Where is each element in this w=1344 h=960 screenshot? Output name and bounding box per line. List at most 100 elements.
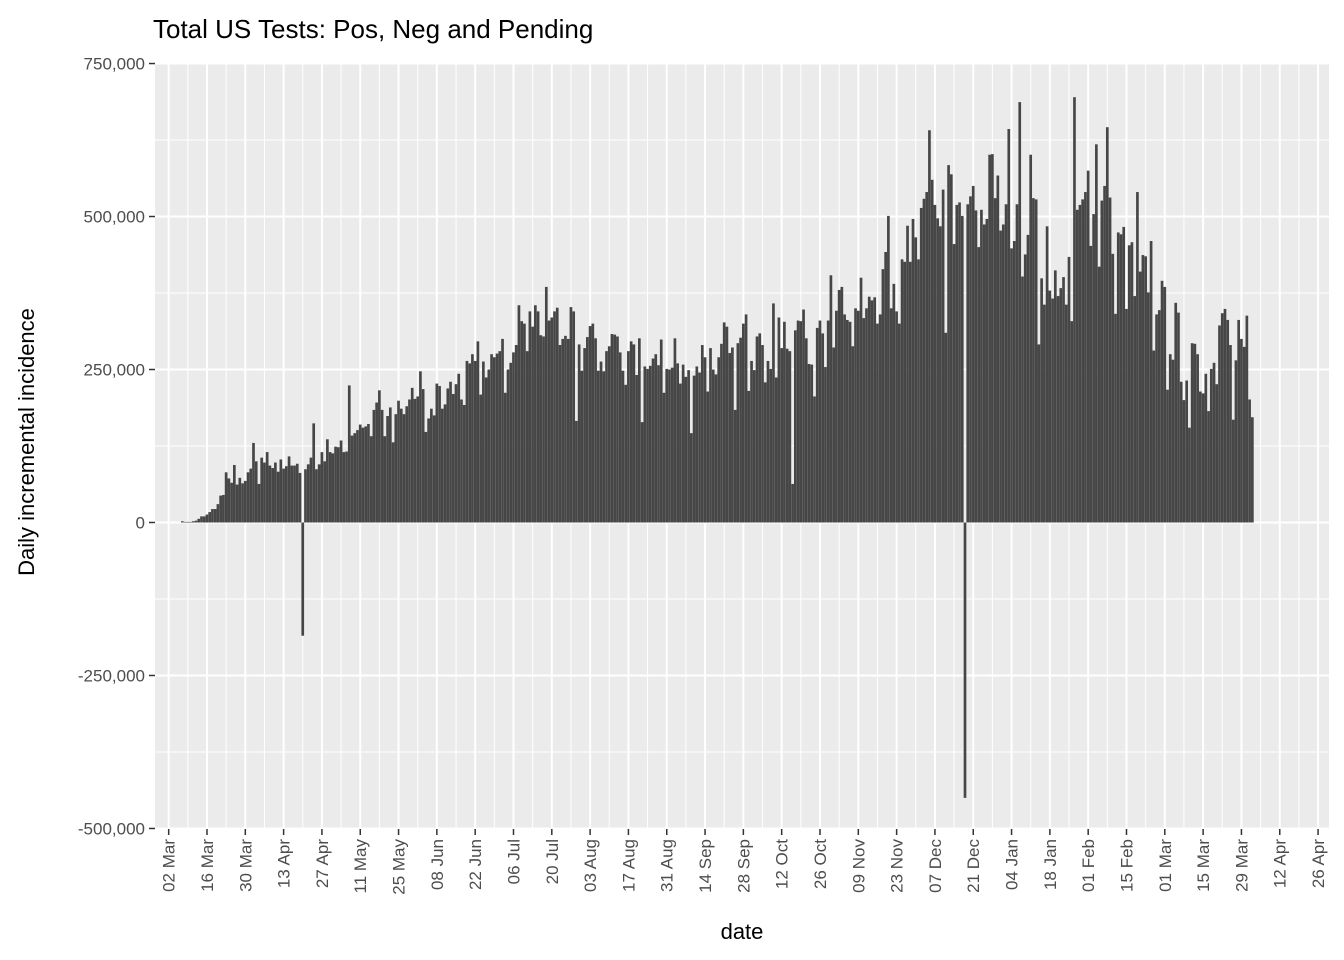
- bar: [1018, 102, 1022, 523]
- bar: [462, 404, 466, 523]
- bar: [599, 361, 603, 523]
- bar: [227, 478, 231, 523]
- bar: [528, 311, 532, 523]
- bar: [539, 335, 543, 523]
- bar: [241, 483, 244, 523]
- bar: [1209, 368, 1213, 523]
- bar: [514, 345, 518, 523]
- bar: [974, 210, 978, 523]
- bar: [276, 471, 280, 523]
- bar: [867, 296, 871, 523]
- bar: [930, 179, 934, 523]
- bar: [284, 466, 288, 523]
- bar: [424, 431, 428, 523]
- bar: [1103, 185, 1106, 523]
- bar: [1240, 338, 1243, 523]
- bar: [495, 353, 499, 523]
- bar: [1220, 313, 1224, 523]
- bar: [739, 337, 742, 523]
- bar: [591, 323, 595, 523]
- bar: [1188, 427, 1191, 523]
- bar: [616, 336, 619, 523]
- bar: [498, 351, 502, 523]
- bar: [320, 452, 324, 523]
- bar: [295, 463, 299, 523]
- bar: [1043, 304, 1046, 523]
- bar: [1163, 286, 1167, 523]
- bar: [347, 385, 351, 523]
- bar: [1196, 354, 1199, 523]
- y-tick-label: -250,000: [78, 666, 145, 685]
- bar: [887, 215, 890, 523]
- bar: [252, 442, 255, 523]
- bar: [1010, 248, 1013, 523]
- bar: [1037, 344, 1041, 523]
- bar: [728, 352, 731, 523]
- bar: [1251, 417, 1254, 523]
- bar: [919, 207, 923, 523]
- bar: [432, 415, 436, 523]
- bar: [925, 192, 929, 523]
- bar: [845, 319, 849, 523]
- bar: [274, 462, 277, 523]
- y-axis-title: Daily incremental incidence: [14, 308, 39, 576]
- bar: [802, 309, 805, 523]
- y-tick-label: -500,000: [78, 819, 145, 838]
- x-tick-label: 09 Nov: [849, 839, 868, 893]
- x-tick-label: 14 Sep: [696, 839, 715, 893]
- bar: [922, 198, 926, 523]
- bar: [336, 447, 340, 523]
- bar: [1048, 290, 1052, 523]
- bar: [356, 430, 359, 523]
- bar: [1086, 170, 1090, 523]
- bar: [1182, 400, 1186, 523]
- bar: [243, 480, 247, 523]
- bar: [840, 286, 844, 523]
- bar: [180, 521, 184, 523]
- bar: [509, 362, 513, 523]
- bar: [257, 483, 261, 523]
- bar: [238, 477, 242, 523]
- chart-title: Total US Tests: Pos, Neg and Pending: [153, 14, 593, 44]
- bar: [720, 343, 723, 523]
- bar: [876, 323, 879, 523]
- bar: [895, 311, 898, 523]
- bar: [952, 244, 956, 523]
- bar: [394, 414, 398, 523]
- bar: [457, 373, 461, 523]
- bar: [254, 461, 258, 523]
- bar: [856, 310, 860, 523]
- bar: [309, 457, 313, 523]
- bar: [769, 368, 773, 523]
- bar: [386, 416, 389, 523]
- bar: [780, 348, 783, 523]
- x-tick-label: 15 Mar: [1194, 839, 1213, 892]
- bar: [575, 420, 578, 523]
- bar: [588, 326, 592, 523]
- bar: [1108, 197, 1112, 523]
- bar: [1001, 224, 1005, 523]
- bar: [810, 364, 814, 523]
- y-tick-label: 0: [136, 513, 145, 532]
- bar: [1168, 354, 1172, 523]
- bar: [1067, 256, 1071, 523]
- bar: [1012, 240, 1016, 523]
- bar: [577, 344, 581, 523]
- bar: [405, 406, 409, 523]
- bar: [410, 387, 414, 523]
- x-tick-label: 30 Mar: [236, 839, 255, 892]
- bar: [796, 320, 800, 523]
- bar: [837, 289, 841, 523]
- bar: [230, 482, 233, 523]
- bar: [301, 522, 305, 636]
- x-tick-label: 13 Apr: [275, 839, 294, 888]
- bar: [1021, 276, 1024, 523]
- bar: [430, 408, 433, 523]
- bar: [725, 326, 729, 523]
- bar: [996, 175, 1000, 523]
- bar: [213, 509, 217, 523]
- x-tick-label: 06 Jul: [504, 839, 523, 884]
- bar: [572, 311, 576, 523]
- bar: [777, 317, 781, 523]
